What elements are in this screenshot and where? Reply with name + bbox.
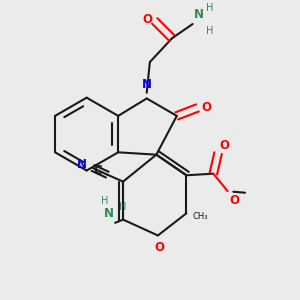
Text: H: H xyxy=(206,26,213,36)
Text: H: H xyxy=(119,202,127,212)
Text: N: N xyxy=(142,79,152,92)
Text: O: O xyxy=(201,101,211,115)
Text: H: H xyxy=(101,196,109,206)
Text: CH₃: CH₃ xyxy=(192,212,208,221)
Text: N: N xyxy=(103,207,114,220)
Text: C: C xyxy=(94,164,103,177)
Text: O: O xyxy=(142,13,152,26)
Text: H: H xyxy=(206,3,213,13)
Text: O: O xyxy=(229,194,239,207)
Text: O: O xyxy=(220,139,230,152)
Text: N: N xyxy=(194,8,204,22)
Text: O: O xyxy=(154,241,164,254)
Text: N: N xyxy=(77,158,87,171)
